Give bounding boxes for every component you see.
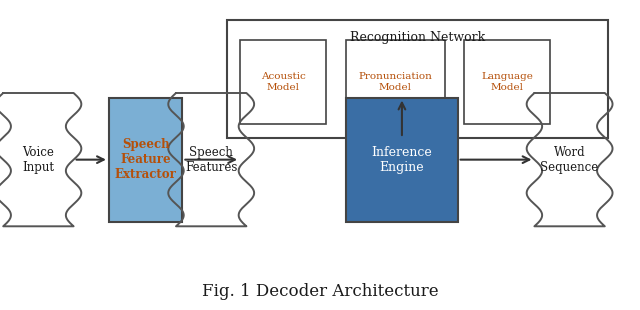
Text: Speech
Features: Speech Features	[185, 146, 237, 174]
FancyBboxPatch shape	[109, 98, 182, 222]
FancyBboxPatch shape	[346, 40, 445, 124]
Text: Voice
Input: Voice Input	[22, 146, 54, 174]
Text: Word
Sequence: Word Sequence	[540, 146, 599, 174]
Text: Acoustic
Model: Acoustic Model	[261, 73, 305, 92]
Text: Language
Model: Language Model	[481, 73, 533, 92]
Text: Fig. 1 Decoder Architecture: Fig. 1 Decoder Architecture	[202, 283, 438, 300]
Text: Inference
Engine: Inference Engine	[371, 146, 432, 174]
FancyBboxPatch shape	[227, 20, 608, 138]
Text: Pronunciation
Model: Pronunciation Model	[358, 73, 432, 92]
Text: Recognition Network: Recognition Network	[350, 31, 485, 44]
FancyBboxPatch shape	[464, 40, 550, 124]
FancyBboxPatch shape	[240, 40, 326, 124]
Text: Speech
Feature
Extractor: Speech Feature Extractor	[115, 138, 177, 181]
FancyBboxPatch shape	[346, 98, 458, 222]
